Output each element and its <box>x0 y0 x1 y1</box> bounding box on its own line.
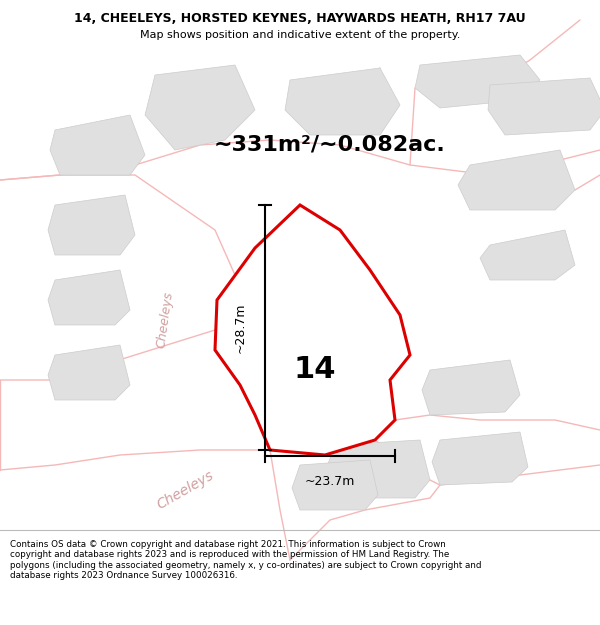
Polygon shape <box>325 440 430 498</box>
Text: ~23.7m: ~23.7m <box>305 475 355 488</box>
Polygon shape <box>422 360 520 415</box>
Polygon shape <box>458 150 575 210</box>
Polygon shape <box>290 375 390 435</box>
Text: 14, CHEELEYS, HORSTED KEYNES, HAYWARDS HEATH, RH17 7AU: 14, CHEELEYS, HORSTED KEYNES, HAYWARDS H… <box>74 11 526 24</box>
Text: Contains OS data © Crown copyright and database right 2021. This information is : Contains OS data © Crown copyright and d… <box>0 624 1 625</box>
Polygon shape <box>50 115 145 175</box>
Polygon shape <box>488 78 600 135</box>
Text: ~331m²/~0.082ac.: ~331m²/~0.082ac. <box>214 135 446 155</box>
Polygon shape <box>48 270 130 325</box>
Text: Cheeleys: Cheeleys <box>155 291 175 349</box>
Polygon shape <box>292 460 378 510</box>
Polygon shape <box>415 55 540 108</box>
Polygon shape <box>215 205 410 455</box>
Text: Map shows position and indicative extent of the property.: Map shows position and indicative extent… <box>140 30 460 40</box>
Text: ~28.7m: ~28.7m <box>233 302 247 353</box>
Polygon shape <box>145 65 255 150</box>
Polygon shape <box>432 432 528 485</box>
Text: 14: 14 <box>294 356 336 384</box>
Text: Cheeleys: Cheeleys <box>154 468 216 512</box>
Polygon shape <box>480 230 575 280</box>
Text: Contains OS data © Crown copyright and database right 2021. This information is : Contains OS data © Crown copyright and d… <box>10 540 482 580</box>
Polygon shape <box>285 68 400 135</box>
Polygon shape <box>48 345 130 400</box>
Polygon shape <box>48 195 135 255</box>
